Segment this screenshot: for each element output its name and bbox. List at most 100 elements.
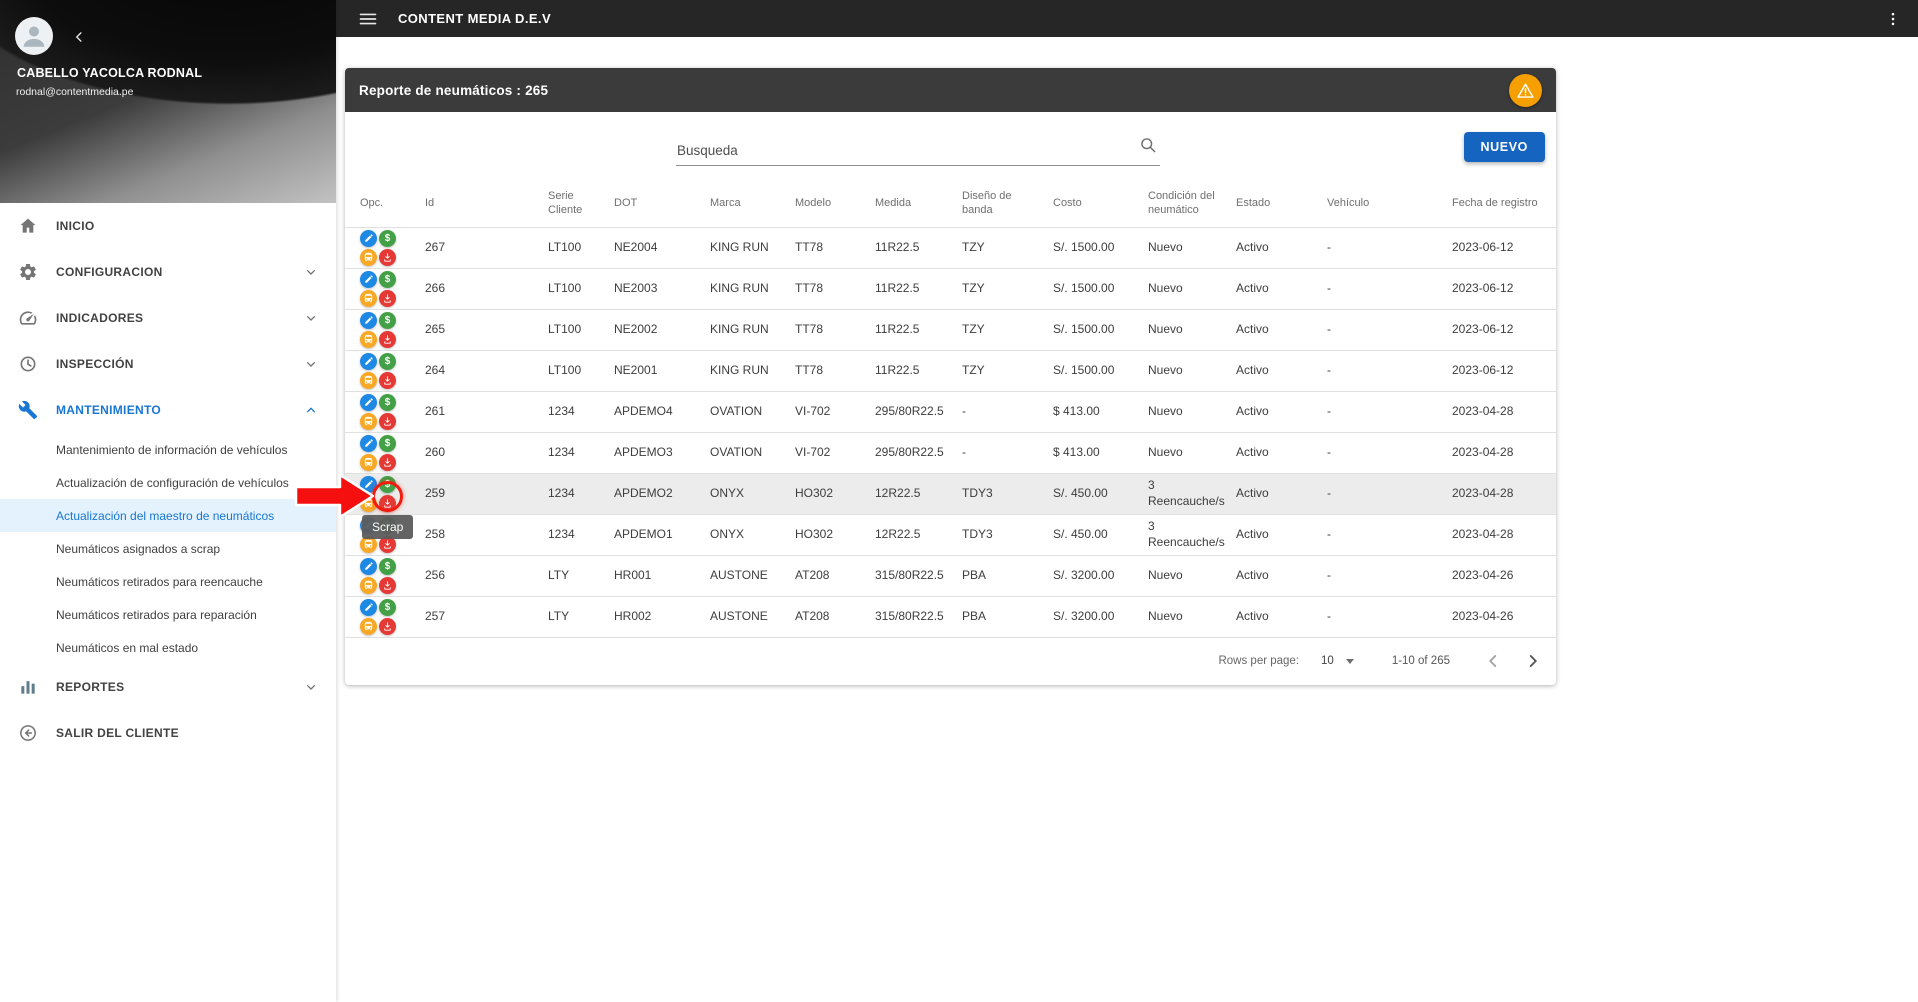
scrap-button[interactable] bbox=[379, 330, 396, 348]
dollar-button[interactable]: $ bbox=[379, 270, 396, 288]
cell-dot: NE2004 bbox=[614, 227, 710, 269]
edit-button[interactable] bbox=[360, 434, 377, 452]
scrap-button[interactable] bbox=[379, 535, 396, 553]
scrap-button[interactable] bbox=[379, 617, 396, 635]
cell-actions: $ bbox=[345, 473, 425, 515]
cell-medida: 295/80R22.5 bbox=[875, 391, 962, 433]
row-actions: $ bbox=[360, 434, 396, 471]
cell-medida: 12R22.5 bbox=[875, 514, 962, 556]
sidebar-subitem[interactable]: Neumáticos retirados para reencauche bbox=[0, 565, 336, 598]
vehicle-button[interactable] bbox=[360, 576, 377, 594]
cell-serie_cliente: LTY bbox=[548, 555, 614, 597]
table-body: $267 LT100 NE2004 KING RUN TT78 11R22.5 TZY S/.… bbox=[345, 227, 1556, 638]
sidebar-subitem[interactable]: Actualización del maestro de neumáticos bbox=[0, 499, 336, 532]
sidebar-subitem[interactable]: Mantenimiento de información de vehículo… bbox=[0, 433, 336, 466]
vehicle-button[interactable] bbox=[360, 248, 377, 266]
row-actions: $ bbox=[360, 270, 396, 307]
previous-page-button[interactable] bbox=[1482, 650, 1504, 672]
kebab-menu-icon[interactable] bbox=[1884, 10, 1902, 28]
cell-estado: Activo bbox=[1236, 309, 1327, 351]
scrap-button[interactable] bbox=[379, 289, 396, 307]
scrap-button[interactable] bbox=[379, 248, 396, 266]
sidebar-item-mantenimiento[interactable]: MANTENIMIENTO bbox=[0, 387, 336, 433]
cell-id: 261 bbox=[425, 391, 548, 433]
dollar-button[interactable]: $ bbox=[379, 475, 396, 493]
cell-condicion: 3 Reencauche/s bbox=[1148, 473, 1236, 515]
edit-button[interactable] bbox=[360, 311, 377, 329]
cell-diseno_banda: - bbox=[962, 391, 1053, 433]
scrap-button[interactable] bbox=[379, 412, 396, 430]
dollar-button[interactable]: $ bbox=[379, 352, 396, 370]
chevron-left-icon[interactable] bbox=[70, 28, 88, 51]
vehicle-button[interactable] bbox=[360, 453, 377, 471]
vehicle-button[interactable] bbox=[360, 494, 377, 512]
dollar-button[interactable]: $ bbox=[379, 557, 396, 575]
menu-icon[interactable] bbox=[358, 9, 378, 29]
column-header: Costo bbox=[1053, 180, 1148, 228]
sidebar-item-indicadores[interactable]: INDICADORES bbox=[0, 295, 336, 341]
edit-button[interactable] bbox=[360, 352, 377, 370]
table-row: $266 LT100 NE2003 KING RUN TT78 11R22.5 TZY S/.… bbox=[345, 268, 1556, 310]
nuevo-button[interactable]: NUEVO bbox=[1463, 132, 1545, 162]
column-header: Estado bbox=[1236, 180, 1327, 228]
vehicle-button[interactable] bbox=[360, 330, 377, 348]
avatar[interactable] bbox=[15, 17, 53, 55]
sidebar-subitem[interactable]: Neumáticos en mal estado bbox=[0, 631, 336, 664]
cell-actions: $ bbox=[345, 432, 425, 474]
cell-medida: 315/80R22.5 bbox=[875, 555, 962, 597]
sidebar-subitem[interactable]: Neumáticos retirados para reparación bbox=[0, 598, 336, 631]
dollar-button[interactable]: $ bbox=[379, 393, 396, 411]
column-header: Medida bbox=[875, 180, 962, 228]
vehicle-button[interactable] bbox=[360, 412, 377, 430]
cell-modelo: TT78 bbox=[795, 309, 875, 351]
vehicle-button[interactable] bbox=[360, 617, 377, 635]
warning-icon[interactable] bbox=[1509, 73, 1542, 107]
edit-button[interactable] bbox=[360, 270, 377, 288]
sidebar-item-label: INSPECCIÓN bbox=[56, 357, 134, 371]
edit-button[interactable] bbox=[360, 229, 377, 247]
cell-estado: Activo bbox=[1236, 432, 1327, 474]
sidebar-subitem[interactable]: Neumáticos asignados a scrap bbox=[0, 532, 336, 565]
sidebar-item-reportes[interactable]: REPORTES bbox=[0, 664, 336, 710]
scrap-button[interactable] bbox=[379, 494, 396, 512]
cell-serie_cliente: LTY bbox=[548, 596, 614, 638]
cell-marca: OVATION bbox=[710, 432, 795, 474]
scrap-button[interactable] bbox=[379, 453, 396, 471]
scrap-button[interactable] bbox=[379, 576, 396, 594]
sidebar-item-configuracion[interactable]: CONFIGURACION bbox=[0, 249, 336, 295]
dollar-button[interactable]: $ bbox=[379, 434, 396, 452]
dollar-button[interactable]: $ bbox=[379, 229, 396, 247]
sidebar-item-label: INDICADORES bbox=[56, 311, 144, 325]
edit-button[interactable] bbox=[360, 598, 377, 616]
cell-id: 259 bbox=[425, 473, 548, 515]
cell-dot: NE2001 bbox=[614, 350, 710, 392]
cell-condicion: 3 Reencauche/s bbox=[1148, 514, 1236, 556]
cell-actions: $ bbox=[345, 268, 425, 310]
chevron-down-icon bbox=[302, 678, 320, 696]
sidebar-subitem[interactable]: Actualización de configuración de vehícu… bbox=[0, 466, 336, 499]
sidebar-item-inspeccion[interactable]: INSPECCIÓN bbox=[0, 341, 336, 387]
edit-button[interactable] bbox=[360, 557, 377, 575]
search-field[interactable] bbox=[676, 132, 1160, 166]
cell-modelo: VI-702 bbox=[795, 391, 875, 433]
dollar-button[interactable]: $ bbox=[379, 311, 396, 329]
cell-costo: $ 413.00 bbox=[1053, 432, 1148, 474]
next-page-button[interactable] bbox=[1522, 650, 1544, 672]
scrap-button[interactable] bbox=[379, 371, 396, 389]
user-name: CABELLO YACOLCA RODNAL bbox=[17, 66, 203, 80]
table-row: $259 1234 APDEMO2 ONYX HO302 12R22.5 TDY3 S/. 4… bbox=[345, 473, 1556, 515]
edit-button[interactable] bbox=[360, 475, 377, 493]
search-icon bbox=[1138, 135, 1160, 165]
cell-dot: HR002 bbox=[614, 596, 710, 638]
vehicle-button[interactable] bbox=[360, 371, 377, 389]
edit-button[interactable] bbox=[360, 393, 377, 411]
sidebar-item-inicio[interactable]: INICIO bbox=[0, 203, 336, 249]
sidebar-item-salir-del-cliente[interactable]: SALIR DEL CLIENTE bbox=[0, 710, 336, 756]
vehicle-button[interactable] bbox=[360, 289, 377, 307]
vehicle-button[interactable] bbox=[360, 535, 377, 553]
rows-per-page-select[interactable]: 10 bbox=[1321, 655, 1354, 667]
cell-vehiculo: - bbox=[1327, 596, 1452, 638]
dollar-button[interactable]: $ bbox=[379, 598, 396, 616]
search-input[interactable] bbox=[676, 143, 1138, 165]
sidebar-item-label: REPORTES bbox=[56, 680, 125, 694]
